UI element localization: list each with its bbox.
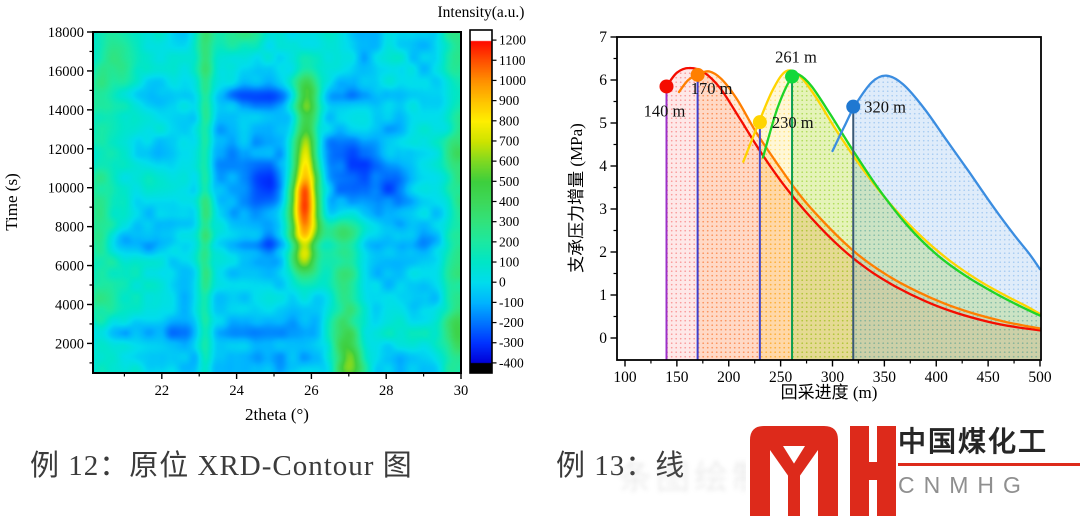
x-axis-title: 2theta (°) xyxy=(245,405,309,424)
annotation-label: 170 m xyxy=(691,79,733,98)
tick-label: 500 xyxy=(1028,369,1052,386)
annotation-label: 140 m xyxy=(644,101,686,120)
tick-label: 900 xyxy=(499,93,520,108)
xrd-contour-heatmap xyxy=(93,32,461,373)
tick-label: 600 xyxy=(499,154,520,169)
tick-label: 2 xyxy=(599,244,607,261)
tick-label: 450 xyxy=(977,369,1001,386)
colorbar-title: Intensity(a.u.) xyxy=(438,4,525,21)
cnmhg-logo: 中国煤化工 CNMHG xyxy=(746,420,1080,519)
tick-label: 12000 xyxy=(48,142,84,158)
annotation-label: 230 m xyxy=(772,113,814,132)
tick-label: 26 xyxy=(304,383,319,399)
tick-label: 22 xyxy=(155,383,170,399)
tick-label: 18000 xyxy=(48,25,84,41)
marker-dot xyxy=(690,67,705,82)
tick-label: 100 xyxy=(613,369,637,386)
brand-name-cn: 中国煤化工 xyxy=(898,426,1049,457)
tick-label: 16000 xyxy=(48,64,84,80)
colorbar-frame xyxy=(469,29,493,374)
tick-label: -200 xyxy=(499,315,524,330)
tick-label: 4 xyxy=(599,158,607,175)
tick-label: 30 xyxy=(454,383,469,399)
tick-label: 300 xyxy=(821,369,845,386)
tick-label: 350 xyxy=(873,369,897,386)
tick-label: 200 xyxy=(499,234,520,249)
tick-label: -400 xyxy=(499,355,524,370)
tick-label: 1 xyxy=(599,287,607,304)
tick-label: 14000 xyxy=(48,103,84,119)
tick-label: 2000 xyxy=(55,336,84,352)
tick-label: 150 xyxy=(665,369,689,386)
tick-label: 3 xyxy=(599,201,607,218)
right-plot-frame xyxy=(616,36,1042,361)
tick-label: 24 xyxy=(229,383,244,399)
curve xyxy=(742,69,1042,316)
caption-example-12: 例 12：原位 XRD-Contour 图 xyxy=(30,450,413,482)
tick-label: 800 xyxy=(499,113,520,128)
marker-dot xyxy=(785,69,800,84)
annotation-label: 261 m xyxy=(775,48,817,67)
tick-label: 400 xyxy=(925,369,949,386)
cnmhg-logo-mark-icon xyxy=(750,426,896,516)
tick-label: 0 xyxy=(599,330,607,347)
tick-label: -300 xyxy=(499,335,524,350)
brand-name-en: CNMHG xyxy=(898,472,1030,498)
fill-area-pattern xyxy=(853,75,1040,361)
y-axis-title: 支承压力增量 (MPa) xyxy=(567,123,586,273)
marker-dot xyxy=(752,115,767,130)
tick-label: 5 xyxy=(599,115,607,132)
tick-label: 1100 xyxy=(499,53,526,68)
tick-label: 200 xyxy=(717,369,741,386)
tick-label: 4000 xyxy=(55,297,84,313)
tick-label: 1200 xyxy=(499,33,526,48)
tick-label: 250 xyxy=(769,369,793,386)
tick-label: 100 xyxy=(499,255,520,270)
x-axis-title: 回采进度 (m) xyxy=(781,383,878,402)
tick-label: 7 xyxy=(599,29,607,46)
left-plot-frame xyxy=(92,31,462,374)
tick-label: 28 xyxy=(379,383,394,399)
tick-label: 0 xyxy=(499,275,506,290)
tick-label: 8000 xyxy=(55,220,84,236)
caption-example-13: 例 13：线 xyxy=(556,450,686,482)
tick-label: 1000 xyxy=(499,73,526,88)
tick-label: 400 xyxy=(499,194,520,209)
tick-label: 10000 xyxy=(48,181,84,197)
y-axis-title: Time (s) xyxy=(2,173,21,230)
marker-dot xyxy=(846,99,861,114)
curve xyxy=(677,70,1042,330)
tick-label: 6000 xyxy=(55,259,84,275)
brand-underline xyxy=(898,463,1080,466)
tick-label: 6 xyxy=(599,72,607,89)
tick-label: 500 xyxy=(499,174,520,189)
annotation-label: 320 m xyxy=(864,98,906,117)
tick-label: 300 xyxy=(499,214,520,229)
intensity-colorbar xyxy=(470,30,492,373)
tick-label: -100 xyxy=(499,295,524,310)
marker-dot xyxy=(659,79,674,94)
tick-label: 700 xyxy=(499,133,520,148)
